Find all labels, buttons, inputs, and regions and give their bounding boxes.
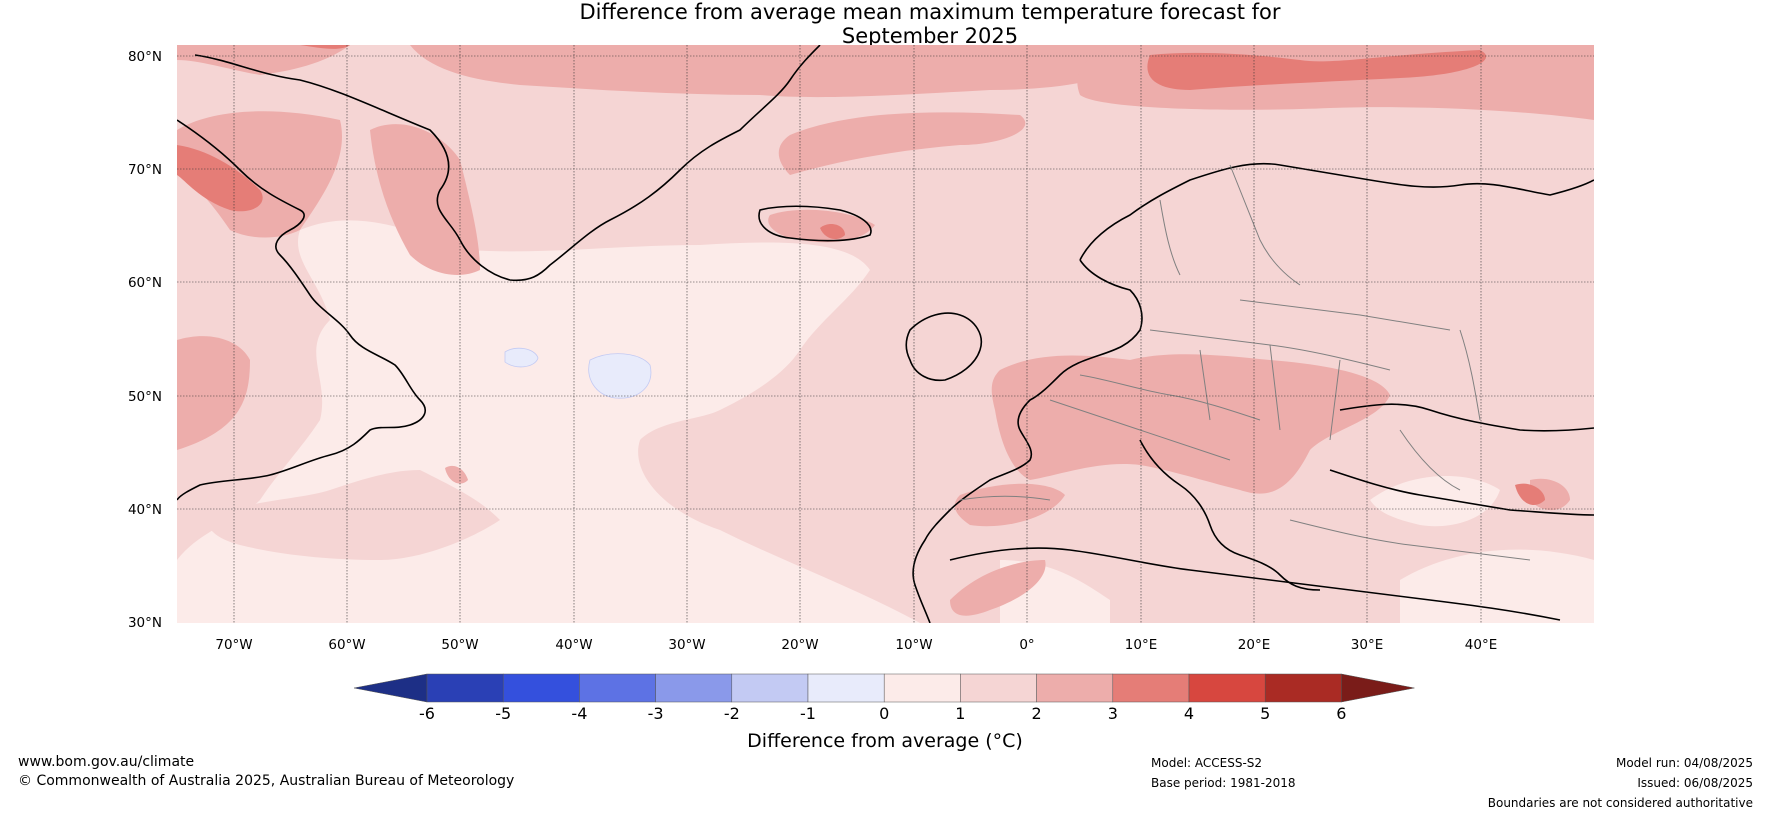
colorbar-bin — [1188, 673, 1266, 703]
colorbar-tick-label: -5 — [495, 704, 511, 723]
model-run-text: Model run: 04/08/2025 — [1615, 756, 1753, 770]
colorbar: -6 -5 -4 -3 -2 -1 0 1 2 3 4 5 6 — [353, 673, 1415, 723]
lat-label: 40°N — [128, 502, 162, 518]
lon-label: 10°W — [895, 637, 932, 653]
colorbar-bin — [502, 673, 580, 703]
colorbar-tick-label: -1 — [800, 704, 816, 723]
colorbar-bin — [883, 673, 961, 703]
anomaly-regions-3-4 — [177, 45, 1545, 505]
latitude-labels: 80°N 70°N 60°N 50°N 40°N 30°N — [128, 49, 162, 631]
colorbar-tick-label: 6 — [1336, 704, 1346, 723]
lat-label: 30°N — [128, 615, 162, 631]
colorbar-tick-label: 3 — [1108, 704, 1118, 723]
anomaly-region-0-1 — [209, 470, 500, 560]
colorbar-bin — [655, 673, 733, 703]
lat-label: 60°N — [128, 275, 162, 291]
colorbar-bin — [807, 673, 885, 703]
anomaly-regions-2-3 — [177, 45, 1594, 616]
coastlines — [177, 45, 1594, 623]
lon-label: 40°W — [555, 637, 592, 653]
lat-label: 70°N — [128, 162, 162, 178]
lon-label: 60°W — [328, 637, 365, 653]
colorbar-bin — [579, 673, 656, 703]
colorbar-tick-label: -2 — [724, 704, 740, 723]
issued-text: Issued: 06/08/2025 — [1637, 776, 1753, 790]
lon-label: 0° — [1019, 637, 1034, 653]
disclaimer-text: Boundaries are not considered authoritat… — [1487, 796, 1753, 810]
anomaly-region-neg1-0 — [504, 347, 539, 368]
lon-label: 50°W — [441, 637, 478, 653]
anomaly-region-0-1 — [1400, 549, 1594, 623]
colorbar-tick-label: 2 — [1032, 704, 1042, 723]
map-title: Difference from average mean maximum tem… — [0, 0, 1770, 48]
lon-label: 30°E — [1351, 637, 1383, 653]
lon-label: 70°W — [215, 637, 252, 653]
colorbar-extend-high — [1341, 673, 1415, 703]
anomaly-region-0-1 — [430, 399, 460, 424]
colorbar-tick-label: 4 — [1184, 704, 1194, 723]
colorbar-tick-label: 5 — [1260, 704, 1270, 723]
lat-label: 50°N — [128, 389, 162, 405]
colorbar-title: Difference from average (°C) — [747, 730, 1023, 752]
copyright-text: © Commonwealth of Australia 2025, Austra… — [18, 773, 515, 789]
map-title-line1: Difference from average mean maximum tem… — [579, 0, 1281, 24]
colorbar-tick-label: 0 — [879, 704, 889, 723]
colorbar-bin — [426, 673, 504, 703]
anomaly-region-0-1 — [1370, 476, 1500, 527]
colorbar-tick-label: -4 — [571, 704, 587, 723]
anomaly-region-neg1-0 — [588, 353, 652, 399]
map-title-line2: September 2025 — [841, 24, 1019, 48]
model-text: Model: ACCESS-S2 — [1151, 756, 1263, 770]
colorbar-bin — [1112, 673, 1190, 703]
base-period-text: Base period: 1981-2018 — [1151, 776, 1296, 790]
colorbar-tick-label: -3 — [648, 704, 664, 723]
colorbar-bin — [1264, 673, 1342, 703]
longitude-labels: 70°W 60°W 50°W 40°W 30°W 20°W 10°W 0° 10… — [215, 637, 1497, 653]
country-borders — [959, 164, 1531, 561]
colorbar-bin — [731, 673, 809, 703]
lon-label: 20°E — [1238, 637, 1270, 653]
colorbar-bin — [1036, 673, 1114, 703]
gridlines — [177, 45, 1594, 623]
lon-label: 40°E — [1465, 637, 1497, 653]
lon-label: 10°E — [1125, 637, 1157, 653]
colorbar-bin — [960, 673, 1037, 703]
colorbar-tick-label: 1 — [955, 704, 965, 723]
colorbar-tick-label: -6 — [419, 704, 435, 723]
lat-label: 80°N — [128, 49, 162, 65]
colorbar-extend-low — [353, 673, 428, 703]
map-panel — [177, 45, 1594, 623]
lon-label: 20°W — [781, 637, 818, 653]
lon-label: 30°W — [668, 637, 705, 653]
website-text: www.bom.gov.au/climate — [18, 754, 195, 770]
